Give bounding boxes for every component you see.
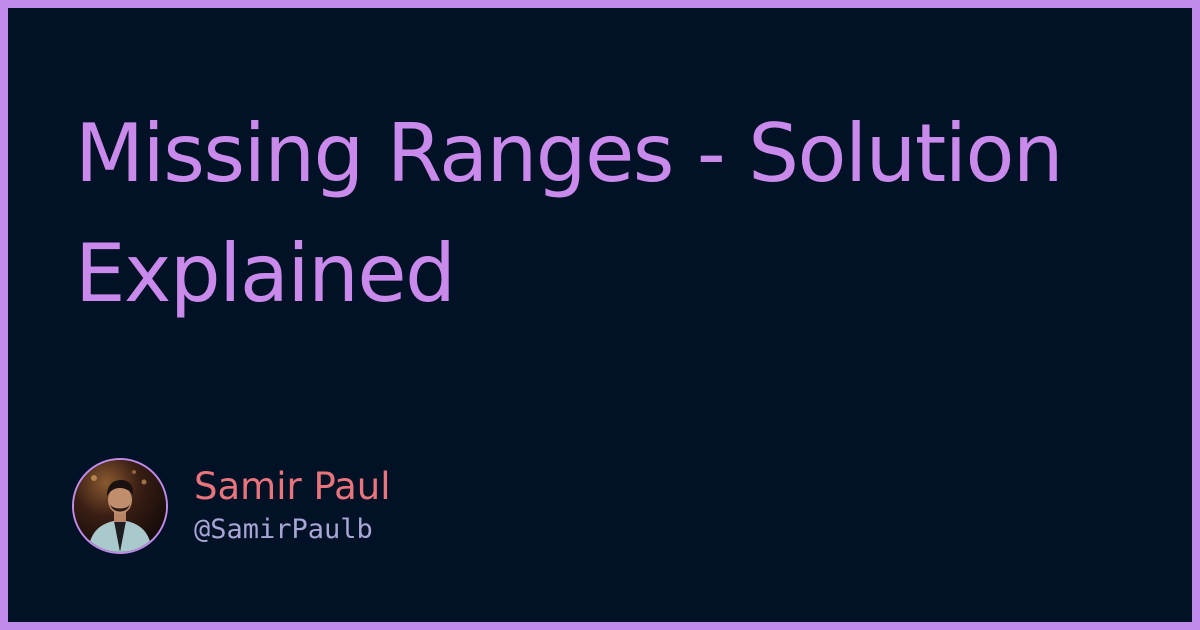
author-block: Samir Paul @SamirPaulb	[72, 458, 391, 554]
person-photo-icon	[74, 460, 166, 552]
author-avatar	[72, 458, 168, 554]
author-name: Samir Paul	[194, 465, 391, 508]
author-handle: @SamirPaulb	[194, 514, 373, 545]
post-title: Missing Ranges - Solution Explained	[75, 107, 1064, 320]
post-card: Missing Ranges - Solution Explained	[8, 8, 1192, 622]
author-info: Samir Paul @SamirPaulb	[194, 464, 391, 548]
